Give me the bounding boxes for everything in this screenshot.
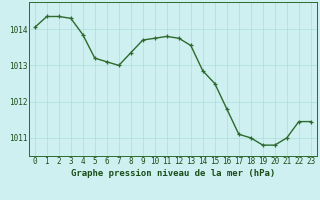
X-axis label: Graphe pression niveau de la mer (hPa): Graphe pression niveau de la mer (hPa) — [71, 169, 275, 178]
